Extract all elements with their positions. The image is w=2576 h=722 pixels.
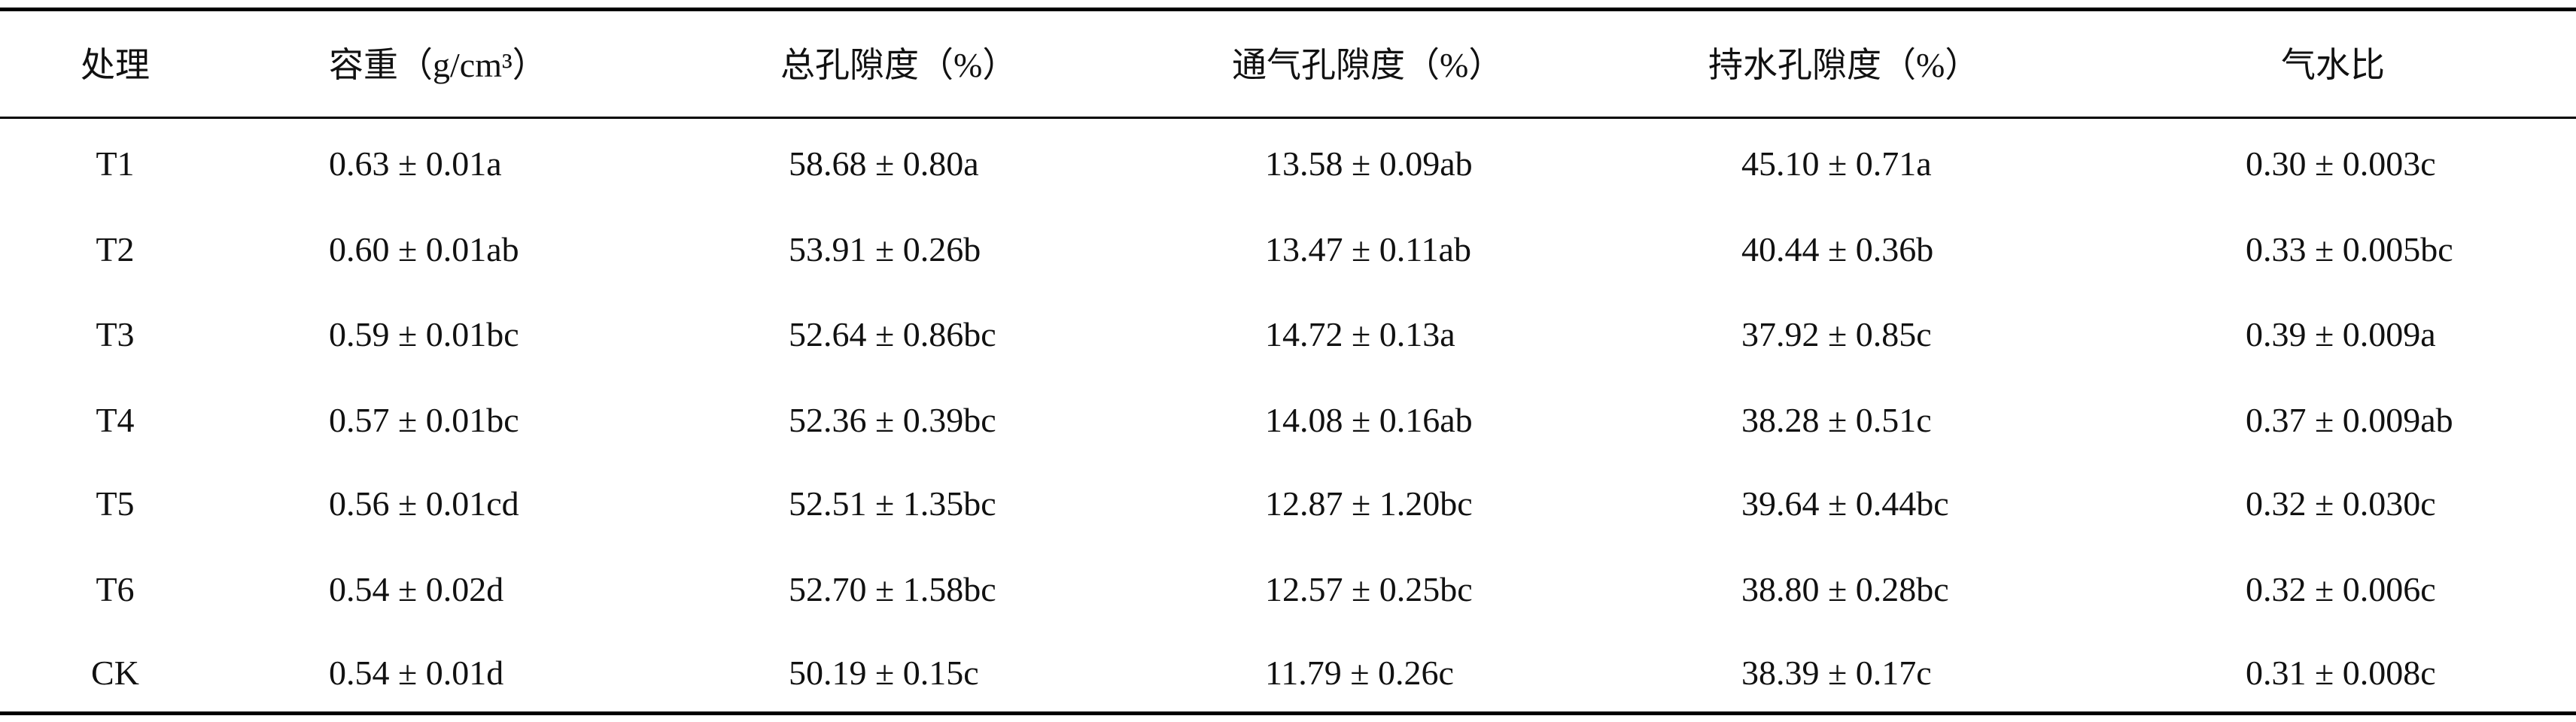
row-label: T2 [96, 230, 135, 268]
header-cell: 通气孔隙度（%） [1232, 46, 1504, 84]
bottom-rule [0, 711, 2576, 715]
header-cell: 处理 [81, 46, 150, 84]
table-cell: 13.58 ± 0.09ab [1265, 144, 1473, 183]
row-label: T3 [96, 315, 135, 353]
header-cell: 容重（g/cm³） [329, 46, 547, 84]
row-label: T4 [96, 401, 135, 439]
table-cell: 52.64 ± 0.86bc [789, 315, 996, 353]
table-cell: 0.30 ± 0.003c [2246, 144, 2436, 183]
table-cell: 38.39 ± 0.17c [1741, 654, 1932, 692]
table-cell: 11.79 ± 0.26c [1265, 654, 1454, 692]
header-cell: 总孔隙度（%） [780, 46, 1017, 84]
table-cell: 0.32 ± 0.006c [2246, 570, 2436, 608]
header-cell: 气水比 [2281, 46, 2385, 84]
table-cell: 53.91 ± 0.26b [789, 230, 981, 268]
table-cell: 0.63 ± 0.01a [329, 144, 502, 183]
table-cell: 0.39 ± 0.009a [2246, 315, 2436, 353]
table-cell: 38.80 ± 0.28bc [1741, 570, 1949, 608]
table-cell: 12.87 ± 1.20bc [1265, 484, 1473, 523]
row-label: CK [91, 654, 139, 692]
table-cell: 50.19 ± 0.15c [789, 654, 979, 692]
table-cell: 0.31 ± 0.008c [2246, 654, 2436, 692]
table-cell: 37.92 ± 0.85c [1741, 315, 1932, 353]
header-rule [0, 117, 2576, 119]
table-cell: 52.36 ± 0.39bc [789, 401, 996, 439]
header-cell: 持水孔隙度（%） [1708, 46, 1980, 84]
table-cell: 40.44 ± 0.36b [1741, 230, 1934, 268]
table-cell: 0.60 ± 0.01ab [329, 230, 519, 268]
table-cell: 0.32 ± 0.030c [2246, 484, 2436, 523]
row-label: T6 [96, 570, 135, 608]
row-label: T1 [96, 144, 135, 183]
table-cell: 14.08 ± 0.16ab [1265, 401, 1473, 439]
top-rule [0, 8, 2576, 11]
table-cell: 12.57 ± 0.25bc [1265, 570, 1473, 608]
table-cell: 39.64 ± 0.44bc [1741, 484, 1949, 523]
table-cell: 14.72 ± 0.13a [1265, 315, 1455, 353]
table-cell: 0.54 ± 0.02d [329, 570, 504, 608]
table-cell: 52.70 ± 1.58bc [789, 570, 996, 608]
table-cell: 13.47 ± 0.11ab [1265, 230, 1471, 268]
table-cell: 0.54 ± 0.01d [329, 654, 504, 692]
table-cell: 45.10 ± 0.71a [1741, 144, 1932, 183]
table-cell: 0.57 ± 0.01bc [329, 401, 519, 439]
table-cell: 38.28 ± 0.51c [1741, 401, 1932, 439]
table-cell: 0.37 ± 0.009ab [2246, 401, 2453, 439]
row-label: T5 [96, 484, 135, 523]
table-cell: 52.51 ± 1.35bc [789, 484, 996, 523]
table-cell: 58.68 ± 0.80a [789, 144, 979, 183]
table-cell: 0.56 ± 0.01cd [329, 484, 519, 523]
table-cell: 0.59 ± 0.01bc [329, 315, 519, 353]
table-cell: 0.33 ± 0.005bc [2246, 230, 2453, 268]
